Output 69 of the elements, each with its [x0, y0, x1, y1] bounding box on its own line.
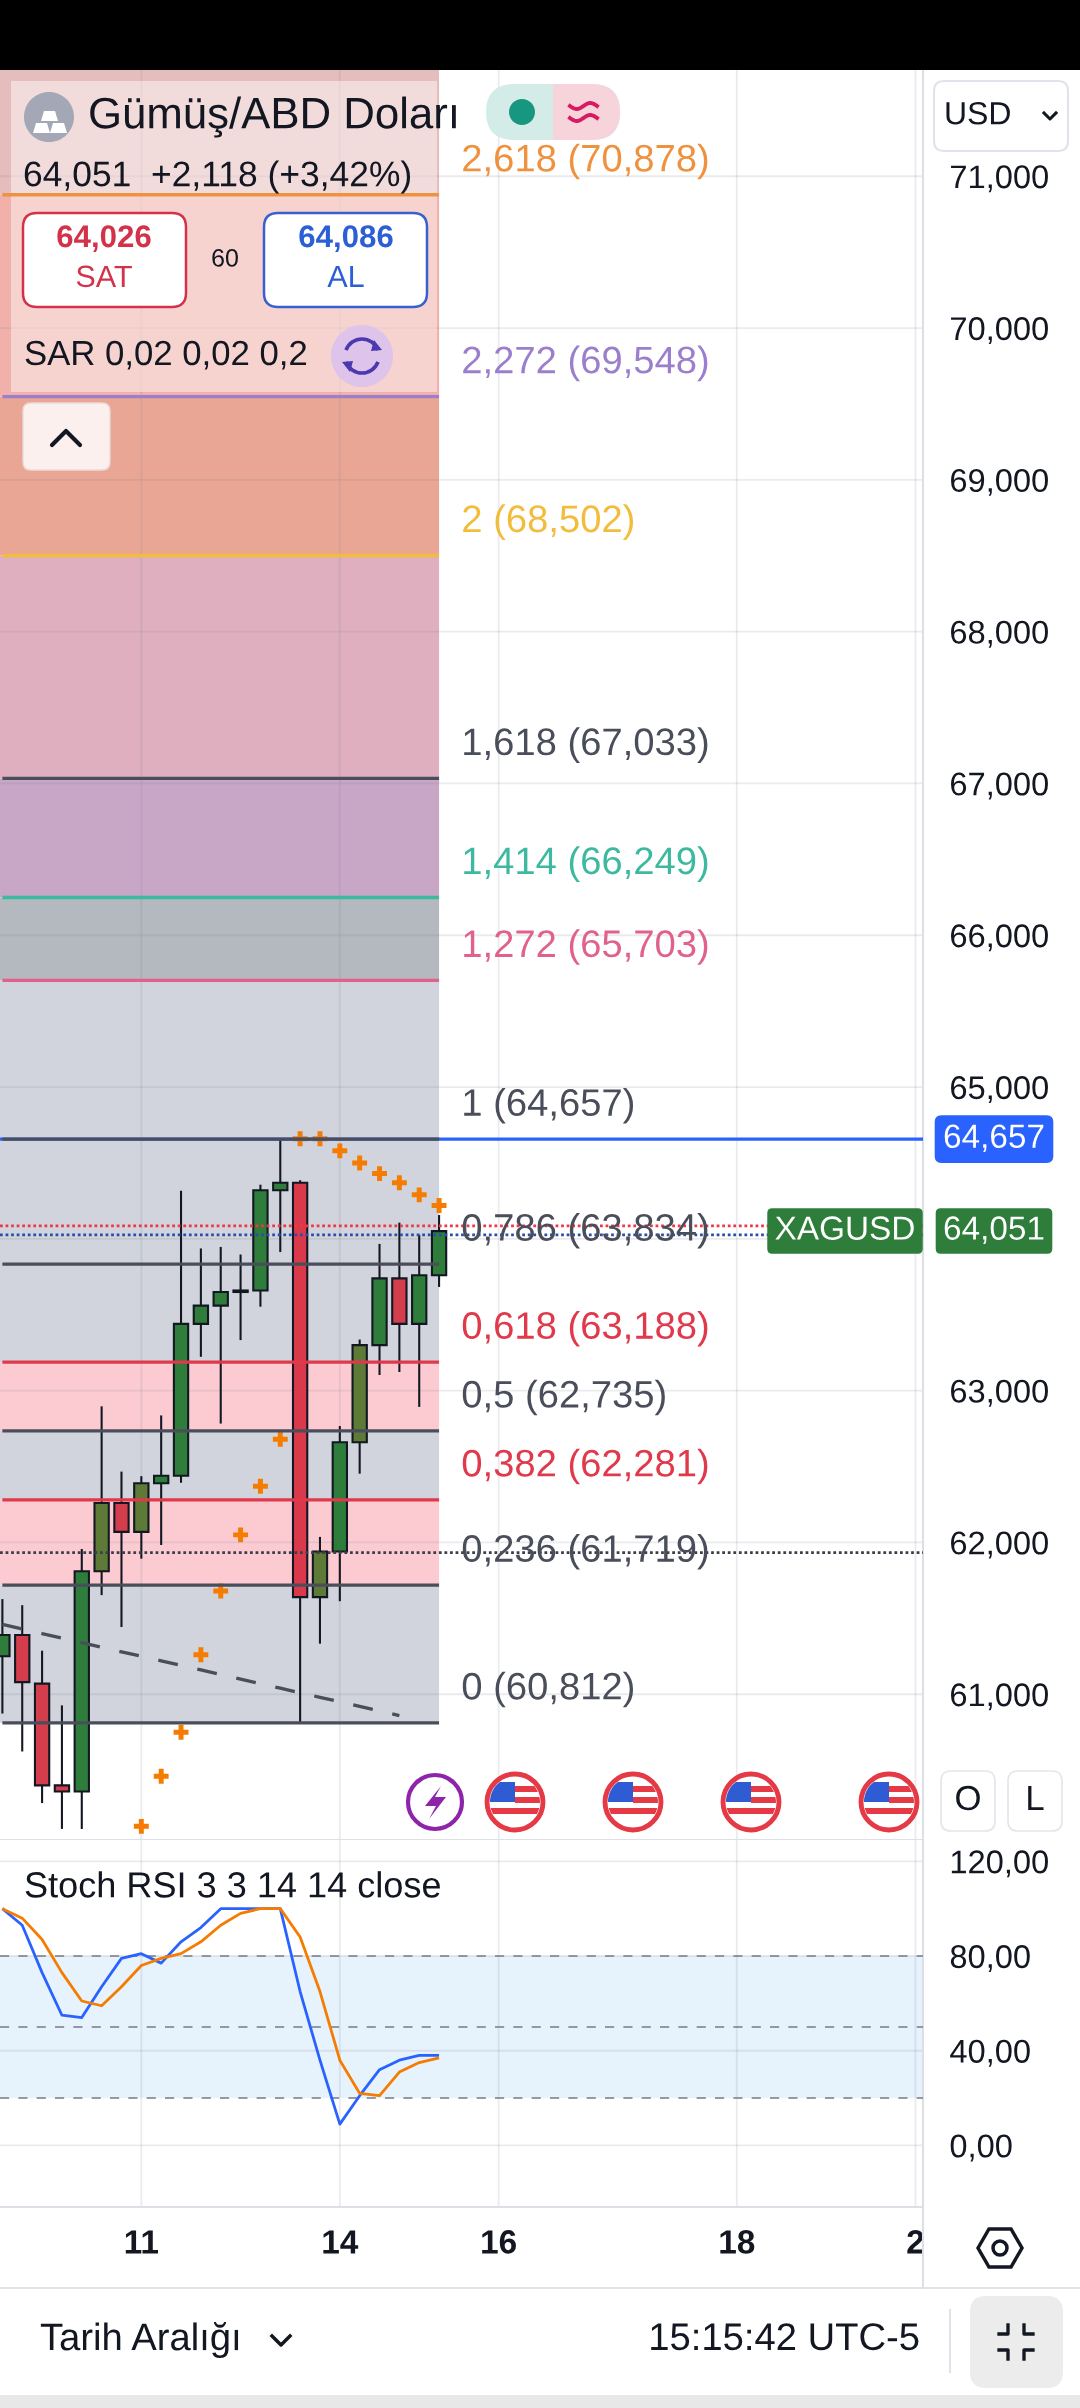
- point: [272, 1431, 288, 1447]
- point: [391, 1175, 407, 1191]
- candlestick: [152, 1415, 170, 1546]
- y-tick-label: 40,00: [950, 2039, 1030, 2067]
- y-tick-label: 68,000: [951, 620, 1048, 648]
- y-tick-label: 61,000: [951, 1683, 1048, 1711]
- y-tick-label: 71,000: [951, 165, 1048, 193]
- series-label: 0,5 (62,735): [462, 1379, 665, 1416]
- series-label: 1,618 (67,033): [464, 727, 708, 763]
- candlestick: [232, 1254, 249, 1341]
- annotation: 64,086: [299, 225, 393, 252]
- point: [352, 1155, 368, 1171]
- line-series: [0, 1622, 402, 1718]
- x-tick-label: 18: [720, 2230, 755, 2254]
- annotation: SAR 0,02 0,02 0,2: [25, 340, 307, 370]
- y-tick-label: 62,000: [951, 1531, 1048, 1559]
- series-label: 0 (60,812): [462, 1671, 634, 1708]
- annotation: XAGUSD: [775, 1216, 914, 1240]
- y-tick-label: 80,00: [950, 1945, 1030, 1973]
- candlestick: [212, 1246, 229, 1424]
- point: [193, 1647, 209, 1663]
- point: [133, 1818, 149, 1834]
- text: Stoch RSI 3 3 14 14 close: [25, 1871, 440, 1898]
- annotation: AL: [327, 265, 364, 287]
- text: 15:15:42 UTC-5: [651, 2323, 919, 2351]
- text: USD: [946, 101, 1010, 125]
- point: [252, 1478, 268, 1494]
- ref-line-label: 64,657: [944, 1124, 1044, 1153]
- text: 64,051 +2,118 (+3,42%): [24, 160, 411, 194]
- point: [372, 1166, 387, 1182]
- y-tick-label: 66,000: [951, 924, 1048, 952]
- text: Tarih Aralığı: [40, 2321, 239, 2359]
- series-label: 0,618 (63,188): [462, 1310, 708, 1347]
- y-tick-label: 65,000: [951, 1076, 1048, 1104]
- x-tick-label: 11: [125, 2230, 159, 2254]
- point: [233, 1527, 249, 1543]
- text: O: [956, 1785, 980, 1811]
- series-label: 0,382 (62,281): [462, 1448, 708, 1485]
- series-label: 0,236 (61,719): [462, 1533, 708, 1570]
- series-label: 0,786 (63,834): [462, 1212, 708, 1249]
- x-tick-label: 16: [482, 2230, 516, 2254]
- text: Gümüş/ABD Doları: [90, 96, 456, 138]
- x-tick-label: 2: [907, 2230, 924, 2254]
- annotation: SAT: [76, 265, 132, 288]
- annotation: 64,026: [57, 225, 151, 252]
- series-label: 2 (68,502): [463, 504, 634, 540]
- point: [153, 1768, 169, 1784]
- series-label: 1 (64,657): [464, 1088, 634, 1124]
- y-tick-label: 120,00: [951, 1850, 1048, 1878]
- series-label: 1,272 (65,703): [464, 929, 708, 965]
- y-tick-label: 63,000: [951, 1379, 1048, 1407]
- series-label: 1,414 (66,249): [464, 846, 708, 882]
- text: L: [1028, 1786, 1044, 1810]
- point: [173, 1724, 189, 1740]
- y-tick-label: 0,00: [950, 2134, 1012, 2162]
- y-tick-label: 69,000: [951, 468, 1048, 496]
- point: [431, 1198, 447, 1213]
- x-tick-label: 14: [323, 2230, 359, 2254]
- text: 64,051: [944, 1216, 1044, 1244]
- point: [332, 1143, 348, 1159]
- candlestick: [272, 1138, 289, 1253]
- candlestick: [192, 1248, 210, 1357]
- series-label: 2,618 (70,878): [463, 143, 708, 180]
- annotation: 60: [212, 249, 238, 267]
- y-tick-label: 67,000: [951, 772, 1048, 800]
- series-label: 2,272 (69,548): [463, 345, 708, 382]
- candlestick: [53, 1705, 71, 1829]
- point: [411, 1187, 427, 1203]
- y-tick-label: 70,000: [951, 317, 1048, 345]
